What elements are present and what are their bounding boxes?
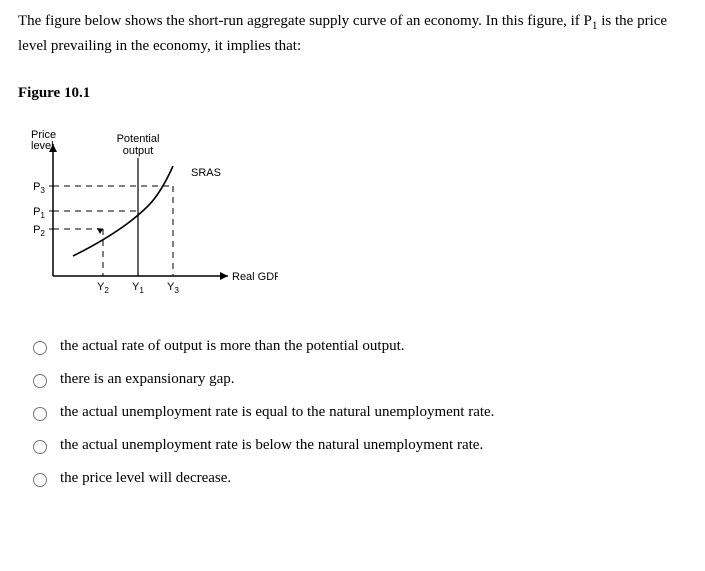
question-text: The figure below shows the short-run agg… [18,10,687,57]
option-b[interactable]: there is an expansionary gap. [28,371,687,388]
chart-svg: PricelevelPotentialoutputP3P1P2Y2Y1Y3SRA… [18,126,278,311]
option-a[interactable]: the actual rate of output is more than t… [28,338,687,355]
svg-text:Potential: Potential [117,133,160,145]
option-d-label: the actual unemployment rate is below th… [60,437,483,454]
option-e-radio[interactable] [33,473,47,487]
svg-text:output: output [123,145,154,157]
option-e-label: the price level will decrease. [60,470,231,487]
figure-title: Figure 10.1 [18,85,687,102]
option-d-radio[interactable] [33,440,47,454]
svg-text:SRAS: SRAS [191,167,221,179]
option-c-radio[interactable] [33,407,47,421]
option-d[interactable]: the actual unemployment rate is below th… [28,437,687,454]
sras-chart: PricelevelPotentialoutputP3P1P2Y2Y1Y3SRA… [18,126,687,316]
option-c[interactable]: the actual unemployment rate is equal to… [28,404,687,421]
option-e[interactable]: the price level will decrease. [28,470,687,487]
option-a-radio[interactable] [33,341,47,355]
option-c-label: the actual unemployment rate is equal to… [60,404,494,421]
options-group: the actual rate of output is more than t… [28,338,687,487]
svg-text:Real GDP: Real GDP [232,271,278,283]
option-b-radio[interactable] [33,374,47,388]
question-part1: The figure below shows the short-run agg… [18,13,592,29]
option-a-label: the actual rate of output is more than t… [60,338,405,355]
option-b-label: there is an expansionary gap. [60,371,235,388]
